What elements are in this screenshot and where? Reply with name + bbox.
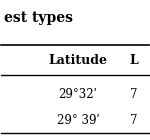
Text: Latitude: Latitude (48, 53, 107, 66)
Text: est types: est types (4, 11, 73, 25)
Text: 7: 7 (130, 114, 138, 127)
Text: 29° 39ʹ: 29° 39ʹ (57, 114, 99, 127)
Text: 7: 7 (130, 88, 138, 101)
Text: L: L (129, 53, 138, 66)
Text: 29°32ʹ: 29°32ʹ (58, 88, 97, 101)
